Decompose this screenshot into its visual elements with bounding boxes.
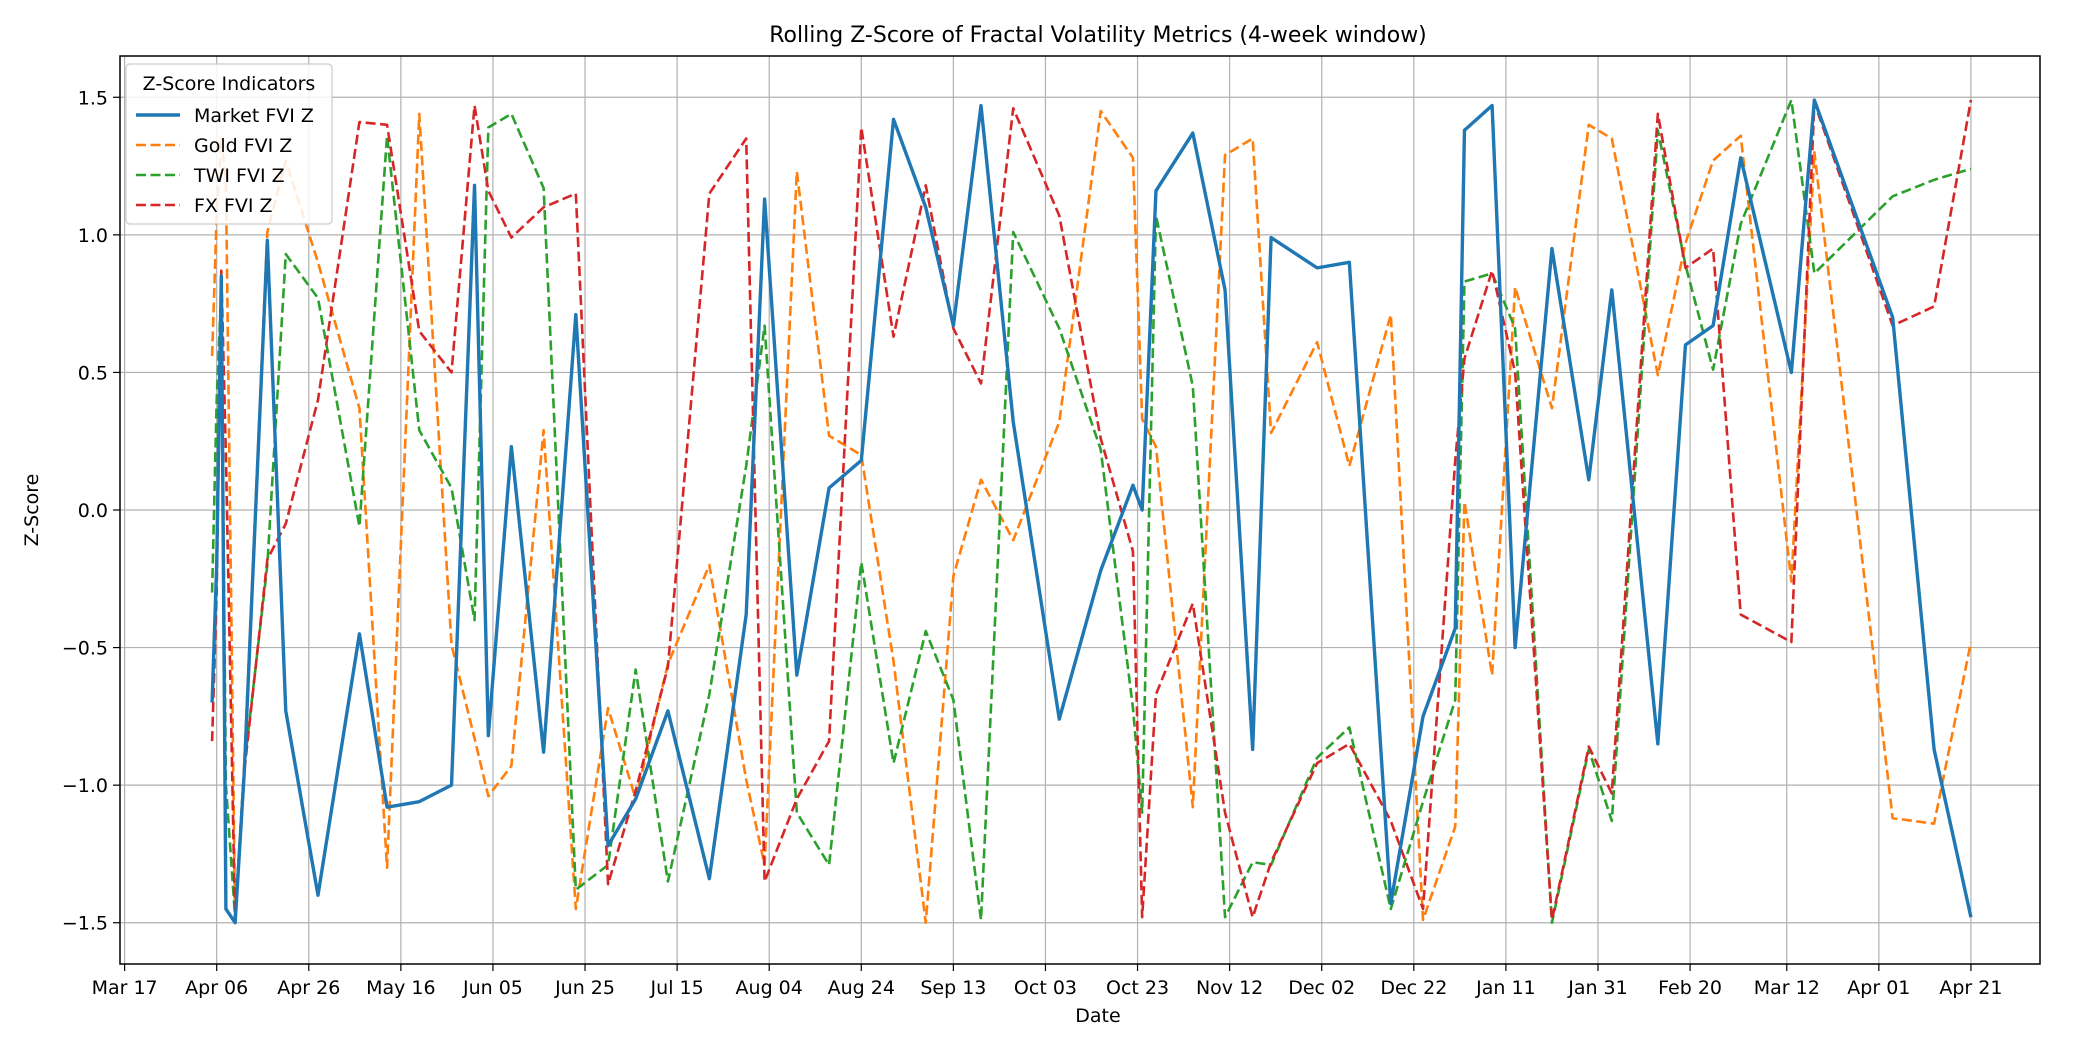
series-lines bbox=[210, 98, 1973, 925]
legend-label: Gold FVI Z bbox=[194, 135, 292, 157]
x-tick-label: Sep 13 bbox=[920, 977, 986, 999]
legend-entries: Market FVI Z Gold FVI Z TWI FVI Z FX FVI Z bbox=[136, 105, 314, 217]
legend-title: Z-Score Indicators bbox=[143, 73, 316, 95]
y-tick-label: 1.0 bbox=[78, 225, 108, 247]
legend: Z-Score Indicators Market FVI Z Gold FVI … bbox=[125, 63, 333, 225]
x-tick-label: Nov 12 bbox=[1196, 977, 1263, 999]
x-tick-label: Aug 24 bbox=[828, 977, 895, 999]
x-tick-label: Feb 20 bbox=[1658, 977, 1722, 999]
y-tick-label: −1.0 bbox=[62, 775, 108, 797]
y-tick-label: 0.5 bbox=[78, 362, 108, 384]
legend-box bbox=[125, 63, 333, 225]
x-tick-label: Jul 15 bbox=[650, 977, 704, 999]
x-tick-label: Dec 02 bbox=[1288, 977, 1355, 999]
chart-title: Rolling Z-Score of Fractal Volatility Me… bbox=[769, 23, 1427, 48]
x-tick-label: Apr 01 bbox=[1847, 977, 1910, 999]
x-tick-label: Oct 03 bbox=[1014, 977, 1077, 999]
y-axis-ticks: 1.5 1.0 0.5 0.0 −0.5 −1.0 −1.5 bbox=[62, 87, 120, 935]
x-tick-label: Dec 22 bbox=[1380, 977, 1447, 999]
x-tick-label: Aug 04 bbox=[736, 977, 803, 999]
legend-label: Market FVI Z bbox=[194, 105, 314, 127]
legend-label: FX FVI Z bbox=[194, 195, 273, 217]
legend-label: TWI FVI Z bbox=[193, 165, 285, 187]
x-tick-label: May 16 bbox=[366, 977, 436, 999]
x-axis-label: Date bbox=[1075, 1005, 1120, 1027]
y-tick-label: 1.5 bbox=[78, 87, 108, 109]
x-tick-label: Jun 05 bbox=[462, 977, 523, 999]
series-line-fx-fvi-z bbox=[210, 99, 1973, 925]
x-tick-label: Jun 25 bbox=[554, 977, 615, 999]
x-tick-label: Apr 26 bbox=[277, 977, 340, 999]
y-tick-label: −1.5 bbox=[62, 913, 108, 935]
series-line-gold-fvi-z bbox=[210, 109, 1973, 925]
y-axis-label: Z-Score bbox=[21, 474, 43, 547]
x-tick-label: Mar 17 bbox=[92, 977, 158, 999]
x-axis-ticks: Mar 17 Apr 06 Apr 26 May 16 Jun 05 Jun 25 Jul … bbox=[92, 964, 2002, 999]
y-tick-label: −0.5 bbox=[62, 638, 108, 660]
x-tick-label: Jan 11 bbox=[1475, 977, 1536, 999]
x-tick-label: Apr 21 bbox=[1939, 977, 2002, 999]
x-tick-label: Oct 23 bbox=[1106, 977, 1169, 999]
series-line-market-fvi-z bbox=[210, 98, 1973, 925]
x-tick-label: Apr 06 bbox=[185, 977, 248, 999]
y-tick-label: 0.0 bbox=[78, 500, 108, 522]
x-tick-label: Mar 12 bbox=[1754, 977, 1820, 999]
x-tick-label: Jan 31 bbox=[1567, 977, 1628, 999]
